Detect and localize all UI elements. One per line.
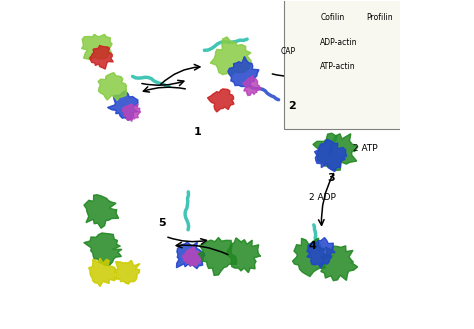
- Polygon shape: [306, 12, 320, 23]
- Text: 3: 3: [328, 172, 336, 183]
- Polygon shape: [182, 246, 202, 266]
- Text: Cofilin: Cofilin: [320, 13, 345, 22]
- Polygon shape: [176, 242, 205, 269]
- Polygon shape: [307, 56, 351, 101]
- Text: 1: 1: [194, 127, 202, 137]
- Text: Profilin: Profilin: [366, 13, 392, 22]
- Text: 2 ADP: 2 ADP: [309, 192, 336, 202]
- Text: 2: 2: [289, 101, 296, 111]
- Polygon shape: [198, 238, 237, 275]
- Polygon shape: [89, 258, 116, 287]
- Text: ATP-actin: ATP-actin: [320, 62, 356, 71]
- Text: CAP: CAP: [281, 47, 296, 56]
- Text: ADP-actin: ADP-actin: [320, 38, 358, 47]
- Polygon shape: [227, 238, 261, 273]
- Polygon shape: [82, 34, 112, 60]
- Polygon shape: [90, 45, 113, 69]
- Polygon shape: [307, 36, 320, 48]
- Polygon shape: [84, 233, 122, 266]
- Polygon shape: [292, 238, 333, 276]
- Polygon shape: [307, 72, 343, 103]
- Polygon shape: [84, 195, 118, 228]
- FancyBboxPatch shape: [284, 0, 402, 129]
- Polygon shape: [320, 246, 358, 281]
- Polygon shape: [208, 89, 234, 112]
- Polygon shape: [228, 57, 259, 88]
- Polygon shape: [210, 37, 251, 75]
- Polygon shape: [307, 61, 320, 73]
- Polygon shape: [311, 69, 333, 88]
- Polygon shape: [315, 139, 346, 171]
- Polygon shape: [98, 73, 127, 100]
- Text: 5: 5: [158, 218, 166, 228]
- Polygon shape: [108, 91, 138, 120]
- Polygon shape: [307, 238, 335, 268]
- Polygon shape: [313, 133, 358, 170]
- Text: 4: 4: [308, 241, 316, 251]
- Polygon shape: [289, 45, 298, 52]
- Polygon shape: [353, 12, 366, 24]
- Polygon shape: [286, 37, 298, 48]
- Polygon shape: [114, 260, 140, 284]
- Polygon shape: [243, 76, 261, 95]
- Polygon shape: [123, 104, 140, 121]
- Text: 2 ATP: 2 ATP: [353, 144, 377, 153]
